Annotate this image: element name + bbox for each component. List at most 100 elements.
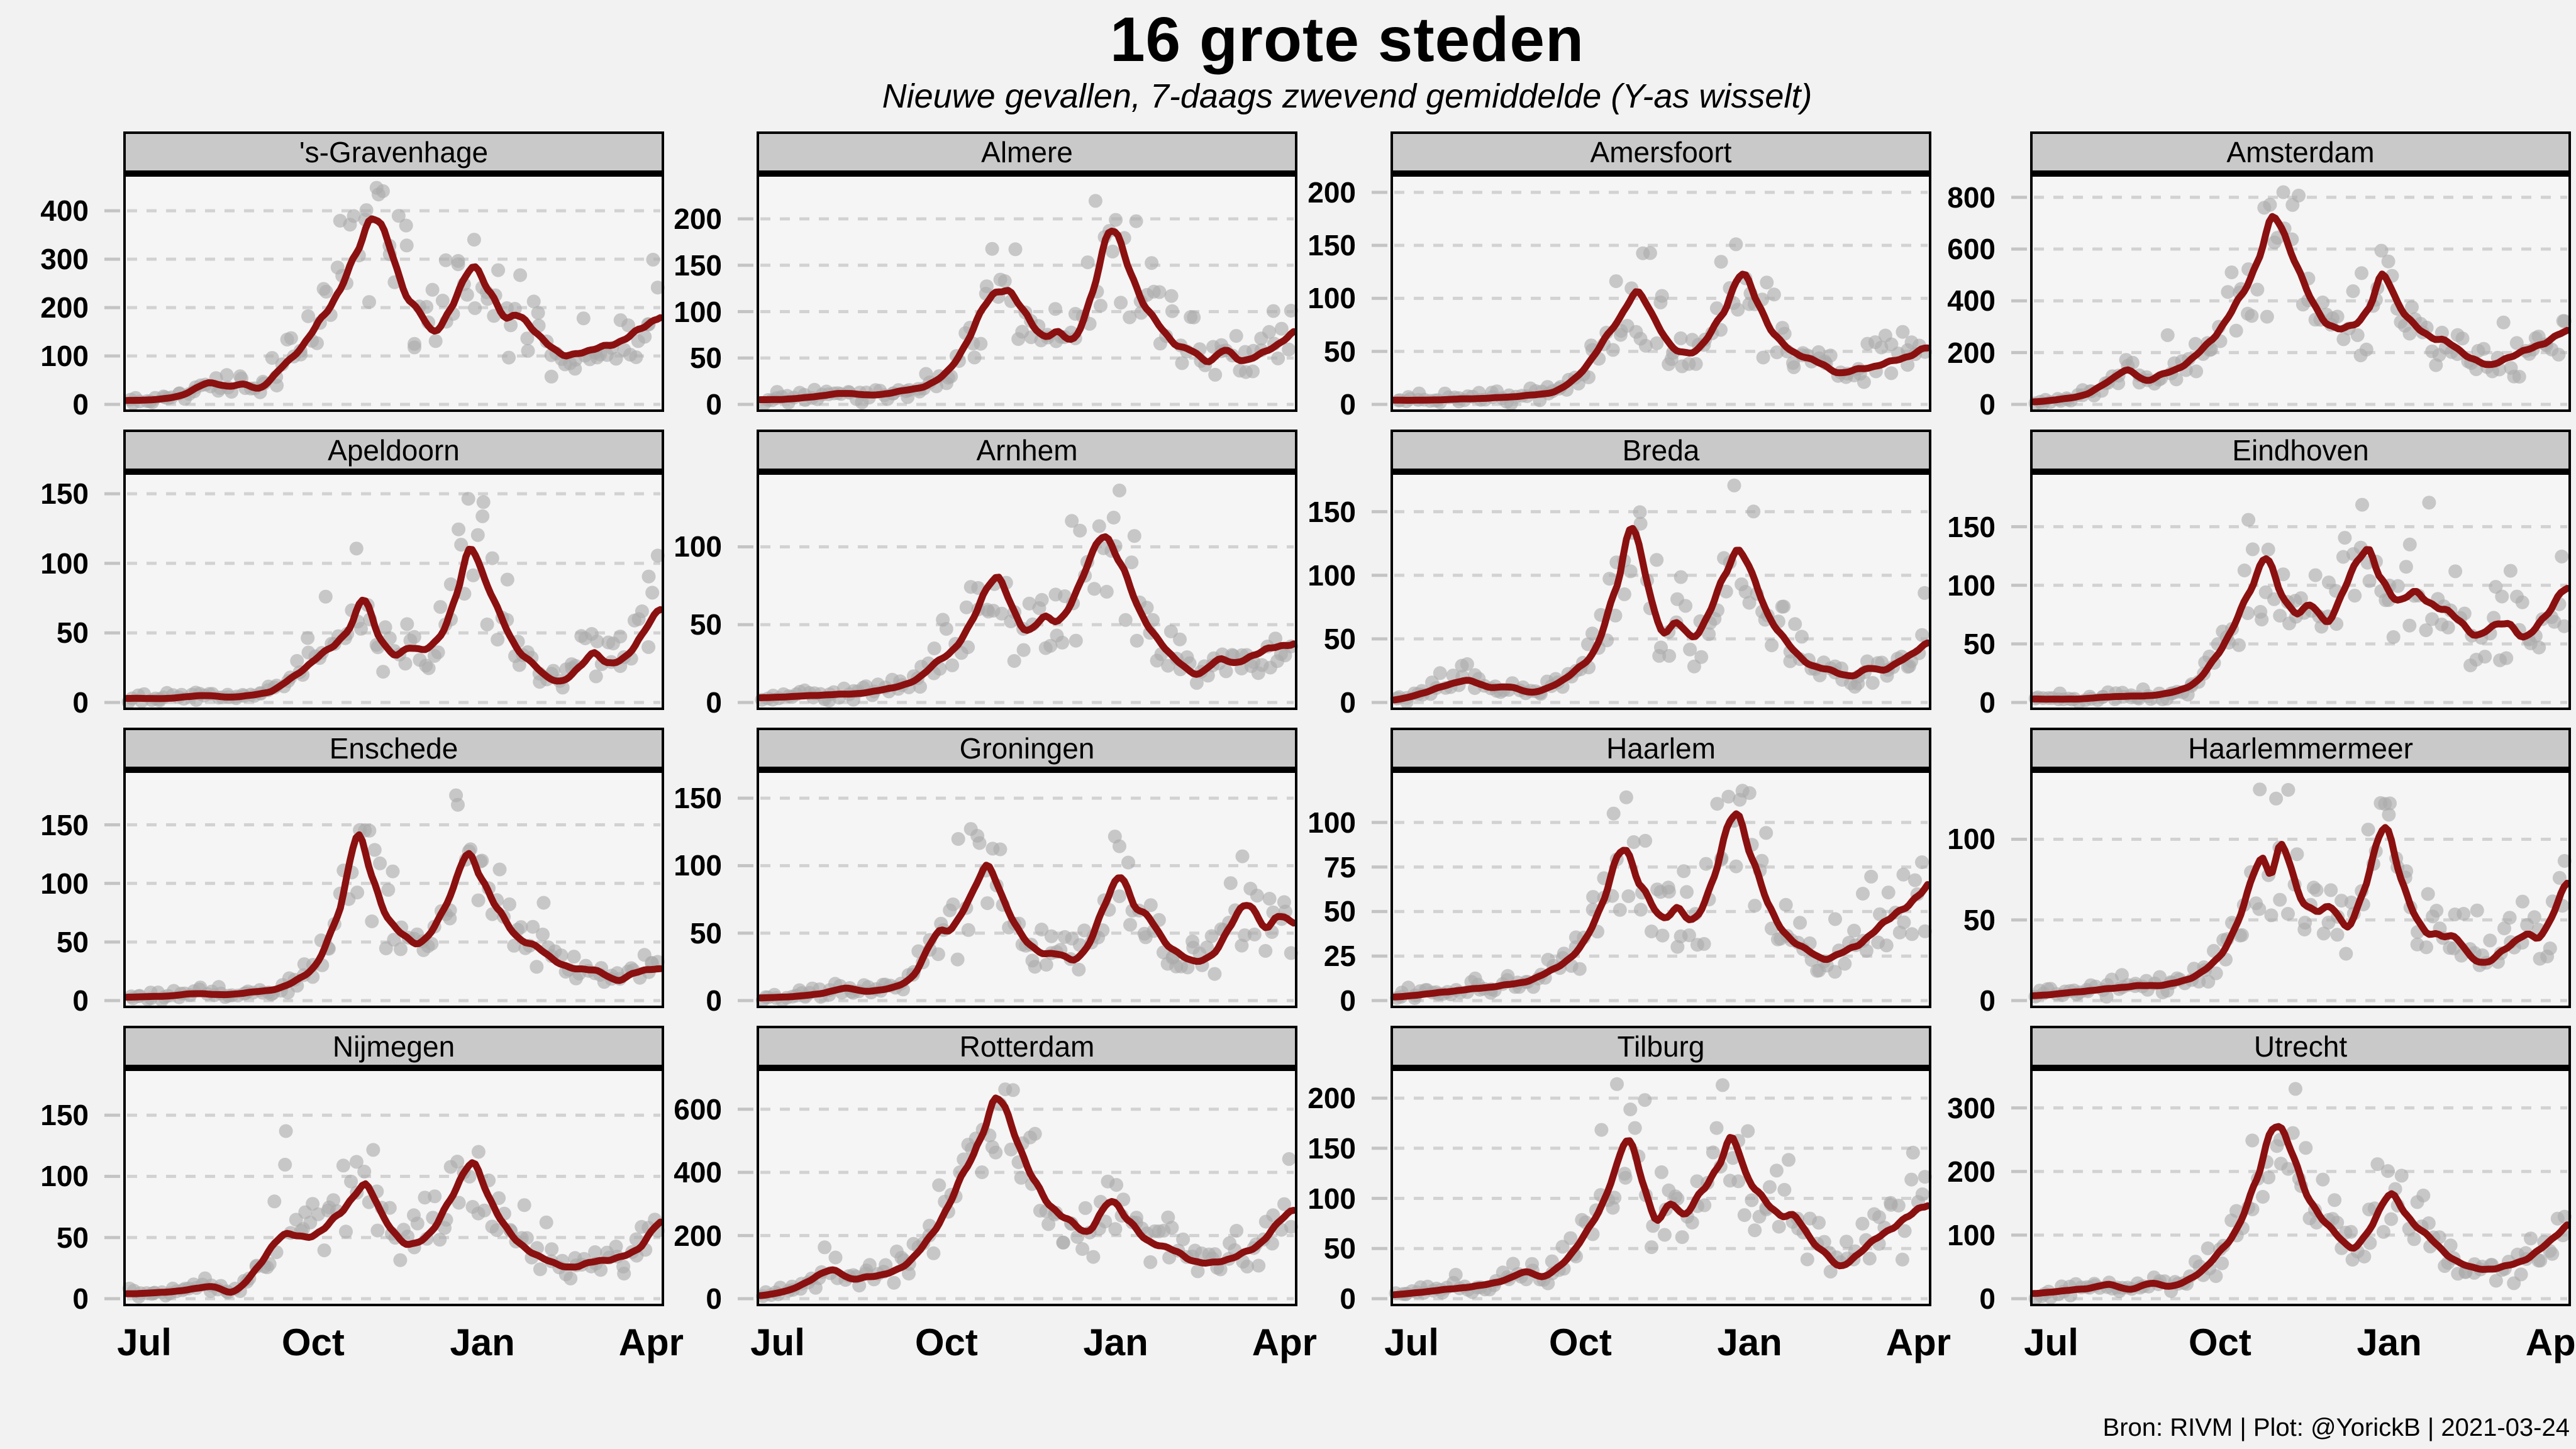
y-axis-tick-label: 600 — [674, 1092, 722, 1126]
facet-header-sgravenhage: 's-Gravenhage — [123, 131, 664, 174]
facet-panel-utrecht — [2011, 1069, 2572, 1306]
facet-header-tilburg: Tilburg — [1391, 1026, 1931, 1069]
y-axis-tick-label: 75 — [1323, 850, 1356, 884]
facet-title: Tilburg — [1617, 1030, 1705, 1063]
y-axis-tick-label: 200 — [1307, 1082, 1356, 1115]
facet-header-haarlemmermeer: Haarlemmermeer — [2030, 728, 2571, 770]
x-axis-tick-label: Jul — [117, 1321, 172, 1363]
y-axis-tick-label: 100 — [40, 547, 89, 580]
y-axis-tick-label: 200 — [1947, 1155, 1996, 1188]
facet-header-almere: Almere — [757, 131, 1297, 174]
facet-title: Utrecht — [2253, 1030, 2348, 1063]
facet-panel-enschede — [104, 770, 665, 1008]
facet-panel-sgravenhage — [104, 174, 665, 412]
y-axis-tick-label: 50 — [1323, 622, 1356, 655]
x-axis-tick-label: Apr — [618, 1321, 684, 1363]
y-axis-tick-label: 300 — [40, 243, 89, 276]
y-axis-tick-label: 100 — [674, 530, 722, 564]
y-axis-tick-label: 150 — [1307, 495, 1356, 528]
y-axis-tick-label: 50 — [1963, 627, 1996, 660]
facet-panel-rotterdam — [738, 1069, 1298, 1306]
x-axis-tick-label: Jul — [750, 1321, 805, 1363]
y-axis-tick-label: 100 — [40, 340, 89, 373]
y-axis-tick-label: 100 — [1307, 806, 1356, 839]
y-axis-tick-label: 300 — [1947, 1091, 1996, 1124]
facet-title: Almere — [981, 136, 1073, 169]
y-axis-tick-label: 150 — [1307, 229, 1356, 262]
y-axis-tick-label: 0 — [1979, 388, 1996, 421]
y-axis-tick-label: 50 — [56, 925, 89, 958]
y-axis-tick-label: 100 — [40, 1160, 89, 1193]
facet-panel-amersfoort — [1372, 174, 1932, 412]
facet-header-groningen: Groningen — [757, 728, 1297, 770]
facet-panel-amsterdam — [2011, 174, 2572, 412]
y-axis-tick-label: 0 — [706, 388, 722, 421]
facet-header-haarlem: Haarlem — [1391, 728, 1931, 770]
y-axis-tick-label: 100 — [1947, 823, 1996, 856]
y-axis-tick-label: 50 — [1323, 895, 1356, 928]
facet-panel-nijmegen — [104, 1069, 665, 1306]
facet-header-enschede: Enschede — [123, 728, 664, 770]
y-axis-tick-label: 0 — [1340, 1282, 1356, 1315]
facet-title: Rotterdam — [959, 1030, 1095, 1063]
y-axis-tick-label: 100 — [674, 295, 722, 328]
facet-header-breda: Breda — [1391, 430, 1931, 472]
y-axis-tick-label: 400 — [674, 1156, 722, 1189]
facet-header-eindhoven: Eindhoven — [2030, 430, 2571, 472]
y-axis-tick-label: 50 — [689, 916, 722, 950]
y-axis-tick-label: 100 — [1307, 282, 1356, 315]
x-axis-tick-label: Apr — [1252, 1321, 1318, 1363]
y-axis-tick-label: 0 — [706, 984, 722, 1017]
y-axis-tick-label: 0 — [72, 686, 89, 719]
facet-panel-haarlem — [1372, 770, 1932, 1008]
y-axis-tick-label: 200 — [1307, 175, 1356, 209]
facet-header-amersfoort: Amersfoort — [1391, 131, 1931, 174]
y-axis-tick-label: 100 — [40, 867, 89, 900]
x-axis-tick-label: Jan — [1083, 1321, 1148, 1363]
y-axis-tick-label: 200 — [674, 1219, 722, 1252]
page-subtitle: Nieuwe gevallen, 7-daags zwevend gemidde… — [882, 77, 1813, 115]
facet-panel-tilburg — [1372, 1069, 1932, 1306]
y-axis-tick-label: 0 — [1340, 984, 1356, 1017]
facet-title: Arnhem — [976, 434, 1078, 467]
facet-title: Groningen — [959, 732, 1095, 765]
y-axis-tick-label: 50 — [689, 341, 722, 375]
y-axis-tick-label: 150 — [674, 782, 722, 815]
y-axis-tick-label: 200 — [1947, 336, 1996, 369]
x-axis-tick-label: Apr — [2525, 1321, 2576, 1363]
y-axis-tick-label: 400 — [1947, 284, 1996, 318]
y-axis-tick-label: 150 — [674, 248, 722, 282]
facet-header-nijmegen: Nijmegen — [123, 1026, 664, 1069]
facet-title: Nijmegen — [332, 1030, 455, 1063]
page-title: 16 grote steden — [1109, 4, 1585, 75]
y-axis-tick-label: 150 — [1307, 1131, 1356, 1165]
y-axis-tick-label: 50 — [1323, 1232, 1356, 1265]
y-axis-tick-label: 0 — [1979, 686, 1996, 719]
y-axis-tick-label: 0 — [72, 1282, 89, 1315]
y-axis-tick-label: 0 — [1340, 388, 1356, 421]
facet-panel-arnhem — [738, 472, 1298, 710]
facet-panel-groningen — [738, 770, 1298, 1008]
y-axis-tick-label: 150 — [40, 808, 89, 841]
y-axis-tick-label: 150 — [40, 477, 89, 511]
y-axis-tick-label: 50 — [1963, 903, 1996, 936]
y-axis-tick-label: 200 — [674, 203, 722, 235]
y-axis-tick-label: 400 — [40, 194, 89, 228]
facet-title: Eindhoven — [2232, 434, 2369, 467]
facet-panel-haarlemmermeer — [2011, 770, 2572, 1008]
x-axis-tick-label: Oct — [914, 1321, 978, 1363]
x-axis-tick-label: Jan — [2357, 1321, 2422, 1363]
facet-panel-eindhoven — [2011, 472, 2572, 710]
y-axis-tick-label: 100 — [1307, 558, 1356, 592]
y-axis-tick-label: 600 — [1947, 233, 1996, 266]
facet-title: Apeldoorn — [328, 434, 460, 467]
facet-title: Enschede — [329, 732, 458, 765]
y-axis-tick-label: 0 — [706, 686, 722, 719]
y-axis-tick-label: 0 — [1979, 1282, 1996, 1315]
facet-header-arnhem: Arnhem — [757, 430, 1297, 472]
y-axis-tick-label: 150 — [1947, 510, 1996, 543]
y-axis-tick-label: 200 — [40, 291, 89, 325]
facet-panel-apeldoorn — [104, 472, 665, 710]
facet-header-apeldoorn: Apeldoorn — [123, 430, 664, 472]
facet-title: Haarlemmermeer — [2188, 732, 2413, 765]
